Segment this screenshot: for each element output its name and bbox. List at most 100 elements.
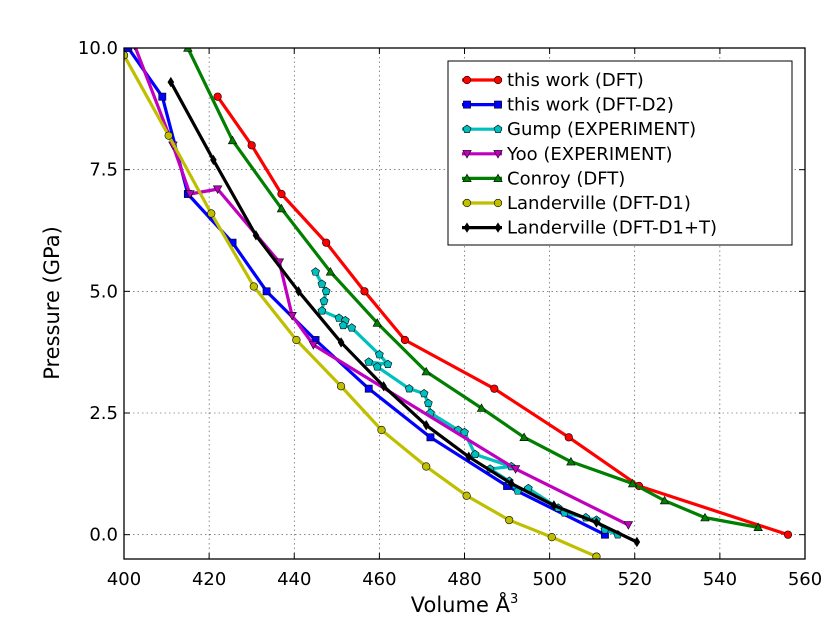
data-point	[276, 203, 287, 213]
data-point	[213, 92, 222, 101]
legend-entry: Conroy (DFT)	[462, 168, 625, 189]
x-axis-title-text: Volume	[411, 593, 489, 617]
data-point	[158, 92, 167, 101]
legend-label: Yoo (EXPERIMENT)	[506, 144, 673, 165]
legend-marker	[462, 150, 472, 159]
legend-label: Landerville (DFT-D1)	[507, 193, 691, 214]
x-tick-label: 480	[447, 569, 481, 590]
x-axis-title-exponent: 3	[510, 592, 518, 607]
legend-entry: Gump (EXPERIMENT)	[462, 119, 696, 140]
legend-label: Gump (EXPERIMENT)	[507, 119, 696, 140]
data-point	[422, 462, 431, 471]
y-tick-label: 0.0	[89, 525, 118, 546]
data-point	[476, 403, 487, 412]
legend-label: Conroy (DFT)	[507, 168, 625, 189]
data-point	[627, 478, 638, 488]
data-point	[400, 335, 410, 345]
data-point	[421, 366, 431, 376]
data-point	[292, 335, 301, 345]
series-1	[213, 92, 793, 539]
x-tick-label: 440	[277, 569, 311, 590]
x-tick-label: 520	[618, 569, 652, 590]
data-point	[319, 296, 329, 305]
ticks: 400 420 440 460 480 500 520 540 560 0.0 2.5 5.0 7.5 1…	[78, 38, 822, 590]
legend-marker	[494, 100, 502, 109]
data-point	[510, 465, 521, 474]
data-point	[338, 320, 348, 330]
legend-marker	[493, 124, 503, 133]
legend-entry: this work (DFT)	[462, 70, 644, 91]
series-line	[124, 54, 598, 559]
data-point	[336, 382, 346, 391]
data-point	[334, 313, 344, 322]
data-point	[623, 521, 634, 530]
data-point	[633, 536, 641, 548]
series-6	[124, 51, 601, 559]
series-7	[167, 76, 641, 548]
data-point	[426, 433, 435, 442]
data-point	[210, 154, 217, 166]
series-layer	[124, 48, 793, 559]
x-tick-label: 500	[532, 569, 566, 590]
data-point	[277, 189, 286, 199]
legend-marker	[493, 173, 503, 183]
data-point	[659, 495, 670, 505]
legend-entry: Landerville (DFT-D1+T)	[462, 218, 717, 239]
legend-entry: Yoo (EXPERIMENT)	[462, 144, 673, 165]
legend-entry: Landerville (DFT-D1)	[462, 193, 691, 214]
data-point	[566, 456, 576, 466]
data-point	[227, 135, 238, 145]
data-point	[325, 267, 336, 276]
data-point	[465, 451, 473, 462]
legend-label: this work (DFT-D2)	[507, 95, 674, 116]
data-point	[164, 131, 173, 140]
data-point	[550, 500, 558, 511]
data-point	[470, 449, 480, 459]
data-point	[308, 341, 319, 350]
y-tick-label: 10.0	[78, 38, 118, 59]
data-point	[311, 267, 320, 276]
data-point	[372, 318, 382, 327]
legend-marker	[462, 173, 472, 183]
series-5	[183, 48, 763, 532]
data-point	[295, 286, 302, 297]
data-point	[249, 282, 258, 291]
data-point	[124, 51, 129, 60]
data-point	[422, 419, 430, 431]
legend-marker	[493, 150, 503, 159]
data-point	[247, 141, 256, 150]
data-point	[167, 76, 175, 88]
x-axis-title-unit: Å	[496, 591, 511, 617]
y-axis-title: Pressure (GPa)	[40, 226, 64, 380]
data-point	[383, 359, 393, 369]
x-tick-label: 400	[107, 569, 141, 590]
data-point	[505, 515, 514, 525]
data-point	[783, 530, 793, 539]
data-point	[207, 209, 216, 218]
legend-marker	[463, 100, 471, 109]
series-line	[169, 81, 638, 544]
data-point	[564, 433, 573, 442]
data-point	[404, 384, 414, 393]
data-point	[547, 532, 556, 542]
data-point	[700, 512, 710, 522]
legend-frame	[447, 60, 793, 246]
legend-marker	[494, 222, 502, 233]
data-point	[490, 384, 499, 393]
legend: this work (DFT) this work (DFT-D2) Gump (E…	[447, 60, 793, 246]
y-tick-label: 5.0	[89, 281, 118, 302]
data-point	[508, 478, 515, 489]
legend-label: Landerville (DFT-D1+T)	[507, 218, 717, 239]
data-point	[753, 522, 763, 532]
data-point	[262, 287, 271, 296]
data-point	[185, 190, 195, 199]
legend-marker	[462, 124, 472, 133]
legend-entry: this work (DFT-D2)	[462, 95, 674, 116]
data-point	[360, 287, 369, 296]
data-point	[317, 306, 327, 315]
data-point	[183, 48, 193, 52]
series-line	[216, 95, 789, 537]
data-point	[317, 279, 327, 288]
data-point	[372, 362, 382, 371]
